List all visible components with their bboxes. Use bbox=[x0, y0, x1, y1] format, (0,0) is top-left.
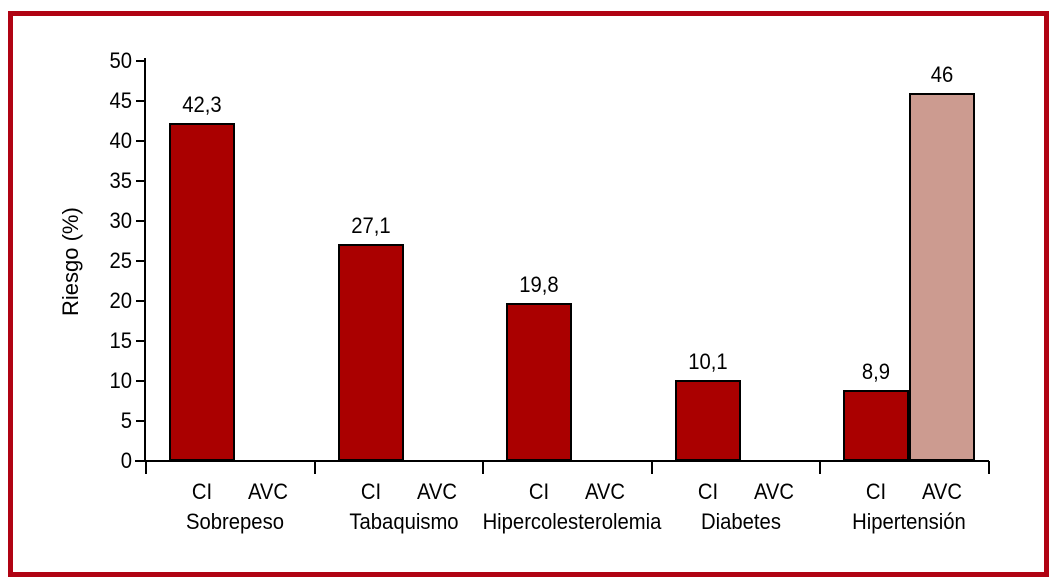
y-axis-tick bbox=[136, 300, 146, 302]
x-axis-line bbox=[135, 460, 989, 462]
series-label-ci-diabetes: CI bbox=[697, 479, 718, 504]
y-axis-tick-label: 40 bbox=[109, 128, 132, 153]
series-label-ci-hipertension: CI bbox=[866, 479, 887, 504]
y-axis-tick-label: 0 bbox=[120, 448, 132, 473]
y-axis-tick bbox=[136, 460, 146, 462]
series-label-ci-sobrepeso: CI bbox=[191, 479, 213, 504]
x-axis-tick bbox=[988, 461, 990, 474]
y-axis-tick bbox=[136, 180, 146, 182]
y-axis-tick bbox=[136, 340, 146, 342]
series-label-avc-tabaquismo: AVC bbox=[416, 479, 457, 504]
x-axis-tick bbox=[313, 461, 316, 474]
category-label-hipercolesterolemia: Hipercolesterolemia bbox=[482, 509, 662, 534]
y-axis-tick-label: 45 bbox=[109, 88, 132, 113]
y-axis-tick-label: 5 bbox=[120, 408, 132, 433]
bar-ci-hipercolesterolemia bbox=[506, 302, 573, 461]
x-axis-tick bbox=[482, 461, 485, 474]
series-label-avc-hipertension: AVC bbox=[922, 479, 963, 504]
y-axis-tick-label: 15 bbox=[109, 328, 132, 353]
bar-ci-hipertension bbox=[843, 389, 910, 461]
bar-value-label: 10,1 bbox=[688, 349, 728, 375]
y-axis-tick bbox=[136, 60, 146, 62]
chart-frame bbox=[8, 11, 1049, 577]
series-label-avc-hipercolesterolemia: AVC bbox=[585, 479, 626, 504]
y-axis-tick bbox=[136, 260, 146, 262]
y-axis-tick-label: 20 bbox=[109, 288, 132, 313]
bar-value-label: 8,9 bbox=[862, 358, 891, 384]
bar-ci-diabetes bbox=[674, 380, 741, 461]
series-label-ci-hipercolesterolemia: CI bbox=[529, 479, 550, 504]
y-axis-tick bbox=[136, 420, 146, 422]
series-label-ci-tabaquismo: CI bbox=[360, 479, 381, 504]
bar-avc-hipertension bbox=[909, 93, 976, 461]
y-axis-tick bbox=[136, 380, 146, 382]
bar-value-label: 27,1 bbox=[350, 213, 391, 239]
y-axis-tick-label: 50 bbox=[109, 48, 132, 73]
y-axis-tick-label: 10 bbox=[109, 368, 132, 393]
bar-value-label: 46 bbox=[931, 62, 954, 87]
bar-value-label: 19,8 bbox=[519, 271, 559, 297]
y-axis-tick bbox=[136, 140, 146, 142]
x-axis-tick bbox=[650, 461, 653, 474]
category-label-tabaquismo: Tabaquismo bbox=[349, 509, 459, 534]
bar-ci-sobrepeso bbox=[169, 122, 235, 461]
category-label-diabetes: Diabetes bbox=[700, 509, 781, 534]
y-axis-tick-label: 30 bbox=[109, 208, 132, 233]
y-axis-tick bbox=[136, 220, 146, 222]
bar-ci-tabaquismo bbox=[337, 244, 404, 461]
series-label-avc-sobrepeso: AVC bbox=[247, 479, 289, 504]
bar-value-label: 42,3 bbox=[182, 91, 222, 117]
series-label-avc-diabetes: AVC bbox=[753, 479, 794, 504]
category-label-sobrepeso: Sobrepeso bbox=[186, 509, 284, 534]
x-axis-tick bbox=[145, 461, 147, 474]
category-label-hipertension: Hipertensión bbox=[852, 509, 967, 534]
x-axis-tick bbox=[819, 461, 822, 474]
y-axis-tick bbox=[136, 100, 146, 102]
y-axis-tick-label: 35 bbox=[109, 168, 132, 193]
y-axis-tick-label: 25 bbox=[109, 248, 132, 273]
